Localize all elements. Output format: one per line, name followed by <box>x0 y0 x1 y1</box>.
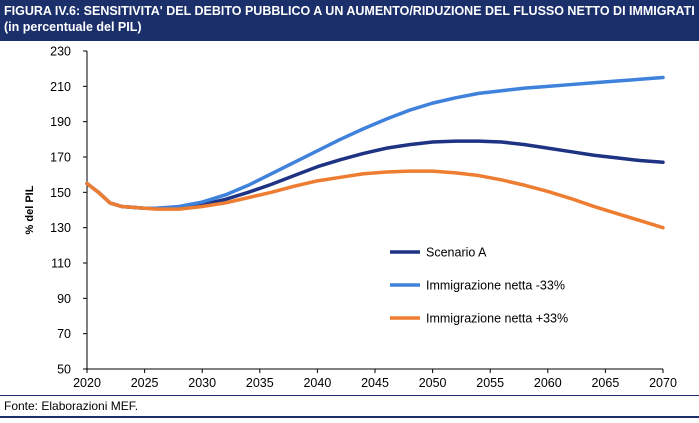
y-tick-label: 50 <box>57 363 71 377</box>
y-tick-label: 170 <box>50 151 71 165</box>
legend-label: Immigrazione netta -33% <box>426 279 565 293</box>
y-tick-label: 70 <box>57 327 71 341</box>
chart: 50 70 90 110 130 150 170 190 210 230 2020 2025 2030 2… <box>24 45 677 391</box>
source-note: Fonte: Elaborazioni MEF. <box>4 399 139 413</box>
x-tick-label: 2040 <box>303 376 331 390</box>
y-tick-label: 210 <box>50 80 71 94</box>
x-tick-label: 2065 <box>591 376 619 390</box>
x-tick-label: 2045 <box>361 376 389 390</box>
x-tick-label: 2035 <box>246 376 274 390</box>
x-tick-label: 2020 <box>73 376 101 390</box>
x-tick-label: 2070 <box>649 376 677 390</box>
y-tick-label: 150 <box>50 186 71 200</box>
rule <box>0 395 699 396</box>
chart-title: FIGURA IV.6: SENSITIVITA' DEL DEBITO PUB… <box>0 0 699 41</box>
legend-label: Scenario A <box>426 246 487 260</box>
y-tick-label: 90 <box>57 292 71 306</box>
series-line <box>85 169 665 230</box>
y-tick-label: 110 <box>51 257 71 271</box>
x-tick-label: 2060 <box>534 376 562 390</box>
y-tick-label: 190 <box>50 115 71 129</box>
y-tick-label: 230 <box>50 45 71 59</box>
rule <box>0 416 699 418</box>
series-line <box>85 75 665 210</box>
x-tick-label: 2025 <box>131 376 159 390</box>
x-tick-label: 2055 <box>476 376 504 390</box>
series-line <box>85 139 665 210</box>
y-tick-label: 130 <box>50 221 71 235</box>
x-tick-label: 2050 <box>419 376 447 390</box>
y-axis-label: % del PIL <box>24 185 36 234</box>
x-tick-label: 2030 <box>188 376 216 390</box>
legend-label: Immigrazione netta +33% <box>426 312 568 326</box>
